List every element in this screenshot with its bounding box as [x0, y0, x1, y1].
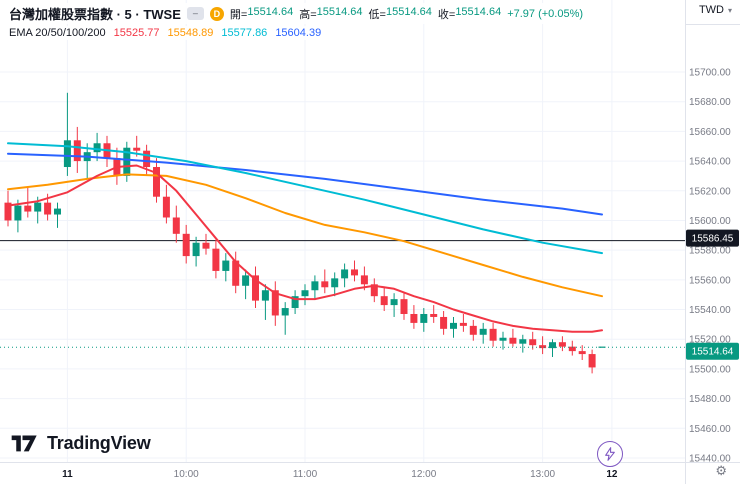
svg-text:15540.00: 15540.00	[689, 305, 731, 316]
svg-text:15514.64: 15514.64	[692, 347, 734, 358]
svg-text:12: 12	[606, 469, 618, 480]
svg-text:15620.00: 15620.00	[689, 186, 731, 197]
ohlc-open-value: 15514.64	[247, 5, 294, 18]
ohlc-open: 開15514.64	[230, 6, 293, 22]
svg-text:15580.00: 15580.00	[689, 246, 731, 257]
svg-text:15660.00: 15660.00	[689, 127, 731, 138]
svg-text:15560.00: 15560.00	[689, 275, 731, 286]
tradingview-logo-text: TradingView	[47, 432, 151, 453]
ohlc-open-label: 開	[230, 6, 247, 22]
lightning-icon	[605, 447, 615, 461]
ohlc-close-label: 收	[438, 6, 455, 22]
axis-settings-gear-icon[interactable]: ⚙	[715, 461, 727, 481]
symbol-title[interactable]: 台灣加權股票指數 · 5 · TWSE	[9, 7, 181, 22]
source-toggle-icon[interactable]: –	[186, 7, 204, 20]
chevron-down-icon: ▾	[727, 5, 732, 15]
price-change: +7.97 (+0.05%)	[507, 7, 584, 20]
svg-text:15700.00: 15700.00	[689, 68, 731, 79]
tradingview-logo[interactable]: TradingView	[10, 431, 151, 455]
svg-text:11:00: 11:00	[293, 469, 318, 480]
svg-text:15520.00: 15520.00	[689, 335, 731, 346]
ohlc-low-value: 15514.64	[385, 5, 432, 18]
ohlc-close-value: 15514.64	[455, 5, 502, 18]
svg-text:15600.00: 15600.00	[689, 216, 731, 227]
svg-text:15586.45: 15586.45	[692, 234, 734, 245]
ema200-value: 15604.39	[275, 27, 322, 39]
ohlc-high-label: 高	[299, 6, 316, 22]
chart-legend: 台灣加權股票指數 · 5 · TWSE – D 開15514.64 高15514…	[6, 3, 587, 40]
ohlc-low: 低15514.64	[369, 6, 432, 22]
svg-text:12:00: 12:00	[411, 469, 436, 480]
svg-text:15680.00: 15680.00	[689, 97, 731, 108]
ohlc-close: 收15514.64	[438, 6, 501, 22]
currency-selector[interactable]: TWD ▾	[699, 4, 732, 16]
ohlc-low-label: 低	[369, 6, 386, 22]
instant-order-button[interactable]	[597, 441, 623, 467]
svg-text:15500.00: 15500.00	[689, 364, 731, 375]
svg-text:15480.00: 15480.00	[689, 394, 731, 405]
svg-text:10:00: 10:00	[174, 469, 199, 480]
svg-text:15640.00: 15640.00	[689, 157, 731, 168]
ema20-value: 15525.77	[113, 27, 160, 39]
time-axis[interactable]	[0, 462, 685, 484]
ema100-value: 15577.86	[221, 27, 268, 39]
tradingview-logo-mark	[11, 435, 37, 452]
svg-text:13:00: 13:00	[530, 469, 555, 480]
ema50-value: 15548.89	[167, 27, 214, 39]
delayed-data-icon[interactable]: D	[209, 6, 224, 21]
ohlc-high-value: 15514.64	[316, 5, 363, 18]
indicator-label[interactable]: EMA 20/50/100/200	[9, 27, 106, 39]
ohlc-high: 高15514.64	[299, 6, 362, 22]
svg-text:15460.00: 15460.00	[689, 424, 731, 435]
svg-text:11: 11	[62, 469, 73, 480]
price-axis[interactable]	[685, 0, 740, 462]
svg-text:15440.00: 15440.00	[689, 454, 731, 465]
ohlc-readout: 開15514.64 高15514.64 低15514.64 收15514.64	[230, 6, 501, 22]
currency-label: TWD	[698, 4, 724, 16]
